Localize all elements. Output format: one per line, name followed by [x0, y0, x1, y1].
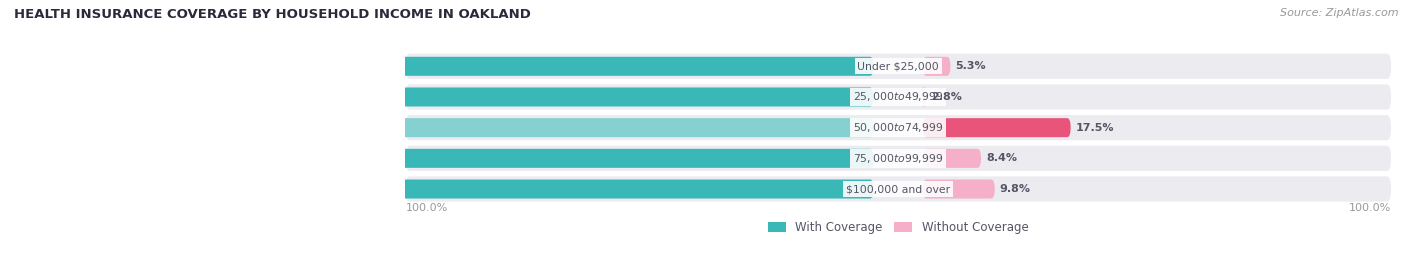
- Text: 2.8%: 2.8%: [931, 92, 962, 102]
- Text: 97.2%: 97.2%: [52, 92, 91, 102]
- Text: 100.0%: 100.0%: [1348, 203, 1391, 213]
- FancyBboxPatch shape: [405, 146, 1391, 171]
- Legend: With Coverage, Without Coverage: With Coverage, Without Coverage: [763, 216, 1033, 239]
- FancyBboxPatch shape: [405, 115, 1391, 140]
- FancyBboxPatch shape: [922, 118, 1071, 137]
- Text: Source: ZipAtlas.com: Source: ZipAtlas.com: [1281, 8, 1399, 18]
- FancyBboxPatch shape: [405, 54, 1391, 79]
- FancyBboxPatch shape: [922, 57, 950, 76]
- FancyBboxPatch shape: [922, 179, 995, 199]
- Text: 5.3%: 5.3%: [956, 61, 986, 71]
- Text: 17.5%: 17.5%: [1076, 123, 1114, 133]
- Text: HEALTH INSURANCE COVERAGE BY HOUSEHOLD INCOME IN OAKLAND: HEALTH INSURANCE COVERAGE BY HOUSEHOLD I…: [14, 8, 531, 21]
- Text: 94.7%: 94.7%: [75, 61, 112, 71]
- Text: $75,000 to $99,999: $75,000 to $99,999: [853, 152, 943, 165]
- FancyBboxPatch shape: [922, 87, 927, 107]
- Text: 90.2%: 90.2%: [112, 184, 152, 194]
- Text: 91.6%: 91.6%: [101, 153, 139, 163]
- FancyBboxPatch shape: [922, 149, 981, 168]
- FancyBboxPatch shape: [0, 149, 873, 168]
- FancyBboxPatch shape: [0, 87, 873, 107]
- Text: $100,000 and over: $100,000 and over: [846, 184, 950, 194]
- Text: $50,000 to $74,999: $50,000 to $74,999: [853, 121, 943, 134]
- FancyBboxPatch shape: [405, 176, 1391, 201]
- FancyBboxPatch shape: [0, 57, 873, 76]
- Text: 82.6%: 82.6%: [179, 123, 218, 133]
- FancyBboxPatch shape: [10, 179, 873, 199]
- Text: $25,000 to $49,999: $25,000 to $49,999: [853, 90, 943, 104]
- FancyBboxPatch shape: [405, 84, 1391, 109]
- Text: 9.8%: 9.8%: [1000, 184, 1031, 194]
- Text: 8.4%: 8.4%: [986, 153, 1017, 163]
- Text: 100.0%: 100.0%: [405, 203, 447, 213]
- Text: Under $25,000: Under $25,000: [858, 61, 939, 71]
- FancyBboxPatch shape: [84, 118, 873, 137]
